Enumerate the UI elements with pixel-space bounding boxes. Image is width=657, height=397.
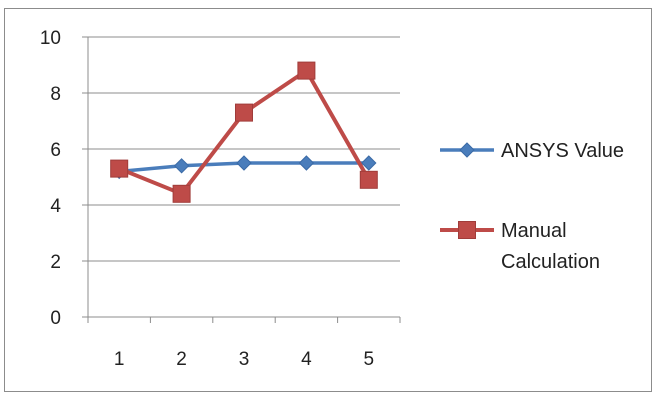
y-tick-label: 4 xyxy=(50,196,61,217)
legend-square-marker xyxy=(458,221,476,239)
x-tick-label: 4 xyxy=(301,349,312,370)
y-tick-label: 0 xyxy=(50,308,61,329)
square-marker xyxy=(297,61,316,80)
square-marker xyxy=(235,103,253,122)
legend-label: Manual Calculation xyxy=(501,220,600,273)
square-marker xyxy=(359,170,378,189)
square-marker xyxy=(110,159,129,178)
grid-lines xyxy=(88,36,400,262)
y-tick-label: 2 xyxy=(50,252,61,273)
series-lines xyxy=(110,61,378,203)
y-tick-label: 6 xyxy=(50,140,61,161)
square-marker xyxy=(172,184,191,203)
diamond-marker xyxy=(298,155,315,171)
x-tick-label: 5 xyxy=(364,349,375,370)
y-tick-label: 10 xyxy=(40,28,61,49)
y-tick-labels: 0 2 4 6 8 10 xyxy=(40,28,62,329)
legend-label-line: Calculation xyxy=(501,251,600,273)
y-tick-label: 8 xyxy=(50,84,61,105)
diamond-marker xyxy=(173,158,190,174)
diamond-marker xyxy=(236,155,252,171)
x-tick-labels: 1 2 3 4 5 xyxy=(114,349,374,370)
legend: ANSYS Value Manual Calculation xyxy=(440,140,624,273)
diamond-marker xyxy=(361,155,377,171)
legend-label: ANSYS Value xyxy=(501,140,624,162)
legend-label-line: Manual xyxy=(501,220,567,242)
x-tick-label: 3 xyxy=(239,349,250,370)
x-tick-label: 1 xyxy=(114,349,125,370)
x-tick-label: 2 xyxy=(176,349,187,370)
axes xyxy=(82,36,401,323)
series-line xyxy=(118,68,371,196)
legend-diamond-marker xyxy=(459,142,475,158)
chart-frame xyxy=(4,8,652,392)
